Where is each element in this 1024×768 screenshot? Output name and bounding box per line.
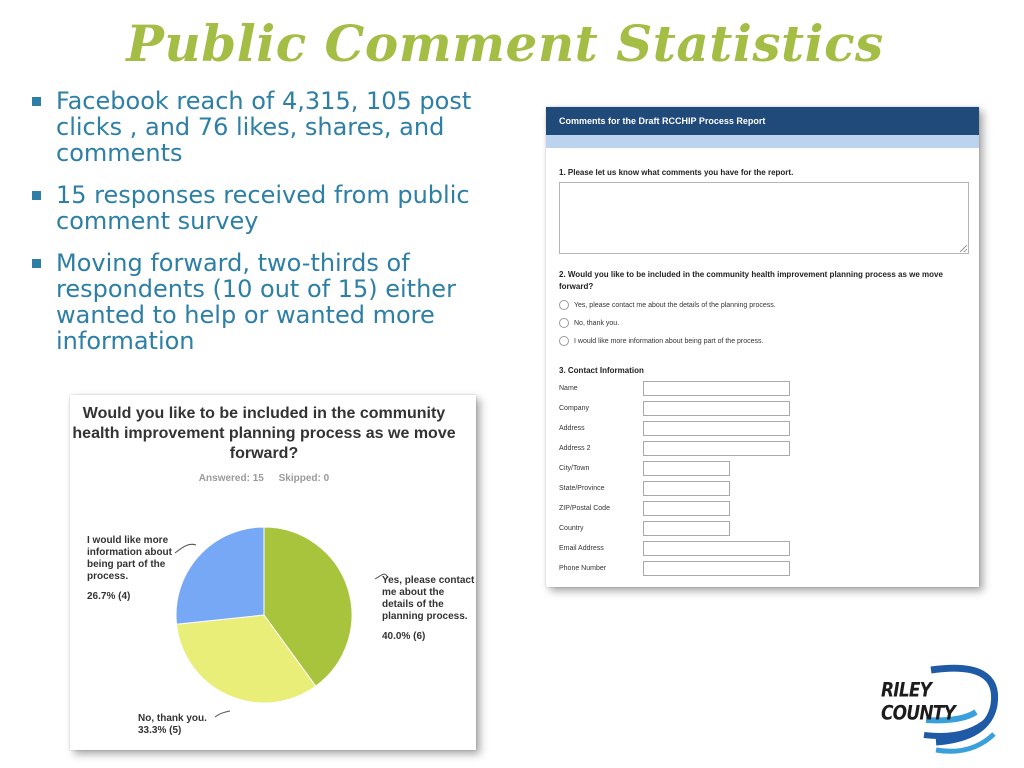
pie-slice-more-info [175, 526, 265, 625]
slice-label-text: I would like more information about bein… [87, 535, 172, 582]
field-label-address-2: Address 2 [559, 445, 591, 452]
skipped-count: Skipped: 0 [278, 473, 330, 484]
answered-count: Answered: 15 [198, 473, 264, 484]
leader-line-more-info [174, 543, 197, 554]
field-label-company: Company [559, 405, 589, 412]
slice-percent: 26.7% (4) [87, 591, 131, 602]
field-label-state: State/Province [559, 485, 605, 492]
logo-swoosh-icon [923, 664, 999, 754]
radio-option-yes[interactable]: Yes, please contact me about the details… [559, 300, 776, 311]
country-input[interactable] [643, 521, 730, 536]
email-input[interactable] [643, 541, 790, 556]
question-2: 2. Would you like to be included in the … [559, 270, 943, 291]
chart-meta: Answered: 15 Skipped: 0 [70, 473, 458, 484]
question-3: 3. Contact Information [559, 366, 644, 375]
address-input[interactable] [643, 421, 790, 436]
bullet-text: 15 responses received from public commen… [56, 181, 470, 235]
radio-option-no[interactable]: No, thank you. [559, 318, 619, 329]
resize-grip-icon[interactable] [960, 245, 967, 252]
comments-textarea[interactable] [559, 182, 969, 254]
radio-circle-icon[interactable] [559, 318, 569, 328]
chart-title: Would you like to be included in the com… [72, 405, 456, 462]
radio-label: No, thank you. [574, 319, 620, 327]
pie-chart [174, 526, 389, 718]
slice-percent: 40.0% (6) [382, 631, 426, 642]
question-1: 1. Please let us know what comments you … [559, 168, 794, 177]
slice-label-yes: Yes, please contact me about the details… [382, 575, 476, 643]
radio-label: Yes, please contact me about the details… [574, 301, 776, 309]
address-2-input[interactable] [643, 441, 790, 456]
slice-label-more-info: I would like more information about bein… [87, 535, 181, 603]
radio-label: I would like more information about bein… [574, 337, 764, 345]
name-input[interactable] [643, 381, 790, 396]
zip-input[interactable] [643, 501, 730, 516]
field-label-city: City/Town [559, 465, 590, 472]
field-label-country: Country [559, 525, 584, 532]
slice-label-text: No, thank you. [138, 713, 207, 724]
field-label-phone: Phone Number [559, 565, 607, 572]
pie-slice-no [175, 614, 317, 704]
company-input[interactable] [643, 401, 790, 416]
phone-input[interactable] [643, 561, 790, 576]
field-label-name: Name [559, 385, 578, 392]
radio-circle-icon[interactable] [559, 300, 569, 310]
field-label-email: Email Address [559, 545, 604, 552]
field-label-zip: ZIP/Postal Code [559, 505, 610, 512]
bullet-square-icon [32, 191, 41, 200]
radio-option-more-info[interactable]: I would like more information about bein… [559, 336, 764, 347]
survey-form-panel: Comments for the Draft RCCHIP Process Re… [546, 107, 979, 587]
pie-slice-yes [263, 526, 353, 687]
bullet-text: Moving forward, two-thirds of respondent… [56, 249, 456, 355]
bullet-square-icon [32, 97, 41, 106]
city-input[interactable] [643, 461, 730, 476]
slice-label-text: Yes, please contact me about the details… [382, 575, 475, 622]
bullet-item: Moving forward, two-thirds of respondent… [30, 250, 530, 354]
radio-circle-icon[interactable] [559, 336, 569, 346]
bullet-item: 15 responses received from public commen… [30, 182, 530, 234]
pie-chart-panel: Would you like to be included in the com… [70, 395, 476, 750]
bullet-square-icon [32, 259, 41, 268]
logo-text: RILEY COUNTY [881, 679, 956, 725]
riley-county-logo: RILEY COUNTY [876, 660, 1006, 760]
bullet-text: Facebook reach of 4,315, 105 post clicks… [56, 87, 472, 167]
slice-label-no: No, thank you. 33.3% (5) [138, 713, 258, 737]
leader-line-yes [374, 573, 389, 580]
field-label-address: Address [559, 425, 585, 432]
survey-header: Comments for the Draft RCCHIP Process Re… [546, 107, 979, 135]
bullet-item: Facebook reach of 4,315, 105 post clicks… [30, 88, 530, 166]
state-input[interactable] [643, 481, 730, 496]
survey-subbar [546, 135, 979, 148]
slide-title: Public Comment Statistics [126, 14, 884, 73]
slice-percent: 33.3% (5) [138, 725, 182, 736]
bullet-list: Facebook reach of 4,315, 105 post clicks… [30, 88, 530, 370]
leader-line-no [214, 710, 231, 718]
